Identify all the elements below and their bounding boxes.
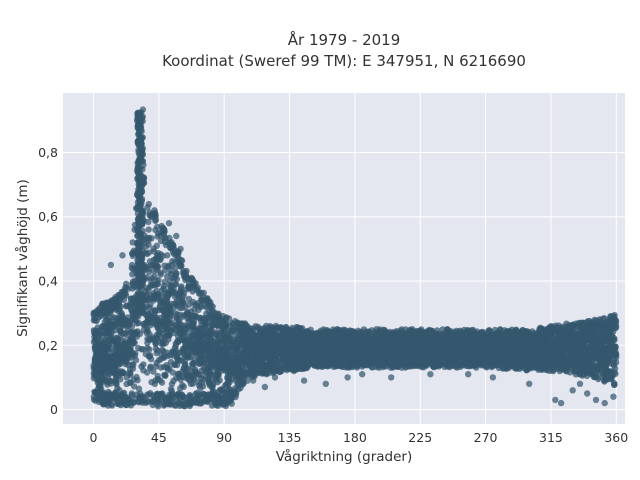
data-point xyxy=(150,256,157,264)
data-point xyxy=(162,267,169,274)
data-point xyxy=(99,333,106,340)
data-point xyxy=(153,242,160,249)
data-point xyxy=(152,226,159,234)
data-point xyxy=(203,374,210,382)
data-point xyxy=(222,382,229,389)
data-point xyxy=(168,268,175,275)
data-point xyxy=(226,335,234,342)
data-point xyxy=(174,370,182,378)
data-point xyxy=(143,369,151,376)
data-point xyxy=(147,283,154,290)
data-point xyxy=(142,319,150,326)
data-point xyxy=(613,351,620,359)
data-point xyxy=(214,371,222,378)
data-point xyxy=(151,295,158,302)
data-point xyxy=(188,312,196,319)
data-point xyxy=(573,347,581,354)
data-point xyxy=(171,361,179,368)
data-point xyxy=(164,364,171,371)
data-point xyxy=(145,249,153,256)
chart-title-line-2: Koordinat (Sweref 99 TM): E 347951, N 62… xyxy=(162,52,526,70)
data-point xyxy=(123,353,130,360)
data-point xyxy=(130,376,138,383)
data-point xyxy=(165,262,172,269)
data-point xyxy=(157,297,164,304)
data-point xyxy=(154,375,162,383)
data-point xyxy=(216,386,223,394)
data-point xyxy=(144,235,151,242)
data-point xyxy=(90,364,98,372)
data-point xyxy=(175,318,183,325)
data-point xyxy=(135,385,143,392)
data-point xyxy=(146,346,153,353)
data-point xyxy=(156,329,163,336)
data-point xyxy=(587,337,594,344)
data-point xyxy=(157,364,164,371)
data-point xyxy=(170,377,177,384)
data-point xyxy=(173,290,180,298)
data-point xyxy=(154,263,161,271)
data-point xyxy=(172,264,179,271)
data-point xyxy=(187,335,194,342)
data-points xyxy=(90,106,620,410)
data-point xyxy=(107,380,115,387)
data-point xyxy=(204,332,212,340)
data-point xyxy=(593,351,600,358)
data-point xyxy=(180,364,188,371)
data-point xyxy=(172,310,179,317)
data-point xyxy=(158,346,166,354)
data-point xyxy=(119,313,126,320)
data-point xyxy=(153,287,160,294)
data-point xyxy=(404,343,412,350)
data-point xyxy=(93,373,101,380)
data-point xyxy=(117,360,124,368)
data-point xyxy=(147,355,155,363)
data-point xyxy=(133,320,141,327)
data-point xyxy=(91,333,98,341)
data-point xyxy=(129,361,136,368)
data-point xyxy=(186,329,193,336)
data-point xyxy=(125,369,133,377)
data-point xyxy=(124,317,131,324)
data-point xyxy=(189,298,197,306)
data-point xyxy=(207,368,214,375)
data-point xyxy=(157,356,164,363)
data-point xyxy=(144,339,151,347)
data-point xyxy=(566,348,574,355)
chart-title-line-1: År 1979 - 2019 xyxy=(288,30,401,49)
data-point xyxy=(174,332,182,340)
data-point xyxy=(147,364,154,372)
data-point xyxy=(140,361,147,368)
data-point xyxy=(111,327,119,334)
data-point xyxy=(174,300,181,307)
data-point xyxy=(149,334,156,341)
data-point xyxy=(202,321,209,328)
data-point xyxy=(153,349,160,357)
data-point xyxy=(182,369,189,377)
data-point xyxy=(123,342,130,350)
data-point xyxy=(168,287,175,294)
data-point xyxy=(178,357,185,365)
data-point xyxy=(171,274,178,282)
data-point xyxy=(138,346,145,353)
data-point xyxy=(161,372,169,379)
